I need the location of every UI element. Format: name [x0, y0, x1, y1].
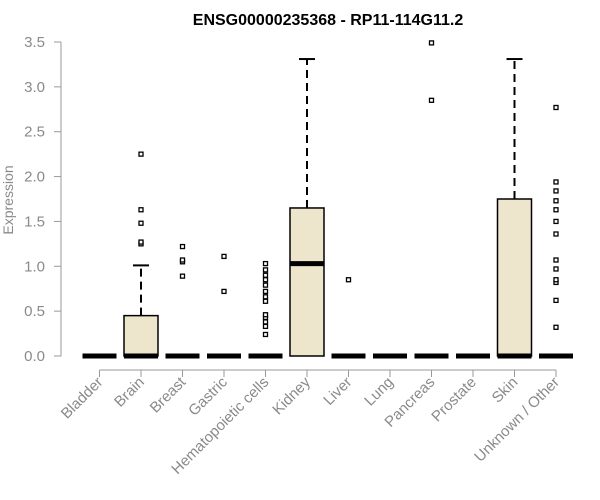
x-tick-label: Brain: [111, 374, 148, 411]
outlier-point: [262, 323, 269, 330]
outlier-point: [138, 207, 144, 213]
outlier-point: [553, 207, 559, 213]
box-group: [331, 277, 366, 359]
box-body: [289, 207, 325, 357]
y-tick-label: 2.0: [24, 169, 45, 186]
boxes: [82, 40, 573, 359]
outlier-point: [262, 288, 269, 295]
x-tick-label: Liver: [320, 374, 355, 409]
y-tick-label: 2.5: [24, 124, 45, 141]
x-tick-label: Lung: [361, 374, 397, 410]
outlier-point: [262, 298, 269, 304]
outlier-point: [428, 97, 435, 103]
outlier-point: [262, 260, 269, 267]
outlier-point: [262, 272, 269, 278]
box-body: [496, 198, 533, 357]
box-group: [248, 260, 283, 359]
outlier-point: [221, 288, 227, 295]
outlier-point: [262, 312, 269, 318]
x-tick-label: Bladder: [58, 374, 107, 423]
outlier-point: [138, 220, 144, 226]
box-group: [165, 243, 200, 359]
outlier-point: [553, 179, 559, 185]
outlier-point: [262, 282, 269, 288]
outlier-point: [262, 294, 269, 300]
y-tick-label: 0.5: [24, 303, 45, 320]
outlier-point: [428, 40, 435, 46]
box-group: [289, 58, 325, 357]
outlier-point: [179, 257, 186, 263]
outlier-point: [553, 104, 559, 111]
outlier-point: [553, 324, 559, 330]
outlier-point: [262, 267, 269, 273]
y-tick-label: 1.5: [24, 213, 45, 230]
x-tick-label: Kidney: [269, 373, 314, 418]
x-tick-label: Prostate: [428, 374, 480, 426]
box-group: [123, 151, 159, 359]
outlier-point: [262, 331, 269, 338]
outlier-point: [138, 151, 144, 157]
x-tick-label: Skin: [489, 374, 522, 407]
chart-title: ENSG00000235368 - RP11-114G11.2: [193, 12, 464, 29]
outlier-point: [179, 243, 186, 250]
box-group: [414, 40, 449, 359]
outlier-point: [262, 319, 269, 325]
y-tick-label: 3.0: [24, 79, 45, 96]
outlier-point: [553, 198, 559, 204]
x-tick-label: Breast: [147, 373, 190, 416]
box-group: [539, 104, 573, 359]
outlier-point: [553, 188, 559, 194]
outlier-point: [553, 231, 559, 237]
y-axis-label: Expression: [0, 165, 16, 234]
outlier-point: [262, 277, 269, 283]
outlier-point: [553, 297, 559, 304]
y-tick-label: 1.0: [24, 258, 45, 275]
outlier-point: [553, 277, 559, 283]
y-tick-label: 0.0: [24, 348, 45, 365]
outlier-point: [553, 257, 559, 263]
outlier-point: [345, 277, 352, 283]
outlier-point: [179, 273, 186, 279]
outlier-point: [138, 239, 144, 245]
outlier-point: [553, 266, 559, 272]
y-tick-label: 3.5: [24, 34, 45, 51]
box-group: [207, 253, 241, 359]
box-body: [123, 314, 159, 357]
box-group: [496, 58, 533, 359]
outlier-point: [221, 253, 227, 260]
outlier-point: [553, 218, 559, 225]
axes: 0.0 0.5 1.0 1.5 2.0 2.5 3.0 3.5: [24, 34, 557, 377]
